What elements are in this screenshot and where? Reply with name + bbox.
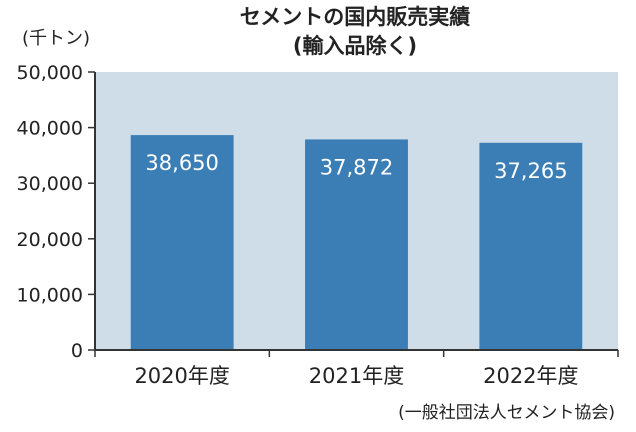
x-category-label: 2022年度 [483, 364, 578, 388]
y-tick-label: 20,000 [17, 229, 83, 251]
source-label: (一般社団法人セメント協会) [398, 403, 615, 423]
y-tick-label: 40,000 [17, 118, 83, 140]
bar-value-label: 38,650 [145, 151, 218, 175]
x-category-label: 2021年度 [309, 364, 404, 388]
chart-title: セメントの国内販売実績 [240, 5, 471, 29]
y-tick-label: 50,000 [17, 62, 83, 84]
chart-subtitle: (輸入品除く) [293, 34, 417, 58]
y-tick-label: 0 [71, 340, 83, 362]
bar-value-label: 37,265 [494, 159, 567, 183]
bar [479, 142, 583, 350]
x-category-label: 2020年度 [134, 364, 229, 388]
bar-value-label: 37,872 [320, 155, 393, 179]
bar [305, 139, 408, 350]
y-tick-label: 30,000 [17, 173, 83, 195]
y-tick-label: 10,000 [17, 284, 83, 306]
bar [130, 135, 234, 350]
y-axis-unit-label: (千トン) [22, 28, 90, 49]
